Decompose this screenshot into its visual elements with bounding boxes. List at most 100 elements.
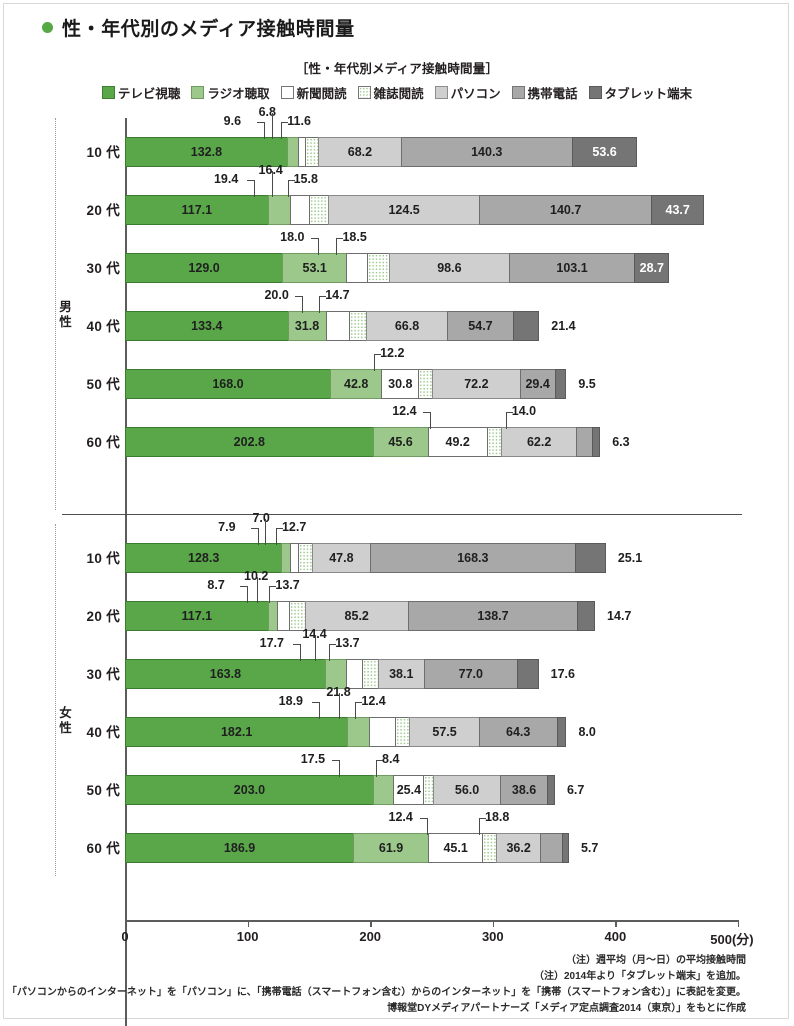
bar-segment-mobile[interactable]: 14.0 xyxy=(576,427,594,457)
segment-value: 62.2 xyxy=(526,435,552,449)
legend-label: テレビ視聴 xyxy=(117,87,181,101)
chart-row: 60 代202.845.649.212.462.214.06.36.312.41… xyxy=(0,404,794,464)
bar-segment-tv[interactable]: 202.8 xyxy=(125,427,374,457)
bar-segment-tv[interactable]: 186.9 xyxy=(125,833,355,863)
bar-segment-mobile[interactable]: 140.3 xyxy=(400,137,573,167)
group-label-female: 女性 xyxy=(57,706,75,736)
bar-segment-tablet[interactable]: 53.6 xyxy=(571,137,638,167)
bar-segment-mobile[interactable]: 103.1 xyxy=(508,253,636,283)
bar-segment-mag[interactable]: 15.8 xyxy=(309,195,329,225)
legend-label: 新聞閲読 xyxy=(296,87,347,101)
callout-leader-line xyxy=(376,760,384,777)
bar-segment-mobile[interactable]: 168.3 xyxy=(369,543,577,573)
bar-segment-news[interactable]: 49.2 xyxy=(427,427,488,457)
bar-segment-pc[interactable]: 36.2 xyxy=(496,833,541,863)
bar-segment-mobile[interactable]: 38.6 xyxy=(500,775,548,805)
legend-label: パソコン xyxy=(450,87,501,101)
bar-segment-mobile[interactable]: 64.3 xyxy=(478,717,558,747)
bar-segment-mobile[interactable]: 77.0 xyxy=(423,659,519,689)
callout-value-radio: 17.7 xyxy=(259,636,284,650)
bar-segment-mobile[interactable]: 18.8 xyxy=(539,833,563,863)
bar-segment-mag[interactable]: 11.6 xyxy=(304,137,320,167)
x-tick-mark xyxy=(615,920,617,927)
bar-segment-news[interactable]: 20.0 xyxy=(325,311,351,341)
bar-segment-tablet[interactable]: 8.0 xyxy=(556,717,567,747)
bar-segment-mag[interactable]: 12.7 xyxy=(297,543,314,573)
stacked-bar: 182.1 18.921.812.4 57.5 64.3 8.0 xyxy=(125,717,567,747)
bar-segment-tv[interactable]: 203.0 xyxy=(125,775,374,805)
footnote-line: 博報堂DYメディアパートナーズ「メディア定点調査2014（東京）」をもとに作成 xyxy=(387,1003,746,1014)
bar-segment-mag[interactable]: 14.7 xyxy=(349,311,368,341)
bar-segment-tablet[interactable]: 17.6 xyxy=(517,659,539,689)
bar-segment-tv[interactable]: 168.0 xyxy=(125,369,331,399)
bar-segment-tv[interactable]: 117.1 xyxy=(125,601,269,631)
group-label-char: 女 xyxy=(59,706,73,720)
bar-segment-pc[interactable]: 62.2 xyxy=(501,427,578,457)
bar-segment-mag[interactable]: 12.4 xyxy=(486,427,503,457)
bar-segment-pc[interactable]: 72.2 xyxy=(432,369,521,399)
bar-segment-pc[interactable]: 56.0 xyxy=(432,775,502,805)
bar-segment-radio[interactable]: 45.6 xyxy=(372,427,429,457)
bar-segment-pc[interactable]: 57.5 xyxy=(409,717,480,747)
bar-segment-news[interactable]: 21.8 xyxy=(369,717,397,747)
outside-value-tablet: 21.4 xyxy=(551,319,576,333)
bar-segment-radio[interactable]: 31.8 xyxy=(287,311,327,341)
bar-segment-radio[interactable]: 19.4 xyxy=(267,195,292,225)
bar-segment-news[interactable]: 16.4 xyxy=(290,195,311,225)
bar-segment-mobile[interactable]: 29.4 xyxy=(519,369,556,399)
bar-segment-radio[interactable]: 53.1 xyxy=(282,253,348,283)
bar-segment-mag[interactable]: 12.2 xyxy=(418,369,434,399)
bar-segment-mag[interactable]: 12.4 xyxy=(482,833,498,863)
bar-segment-mag[interactable]: 12.4 xyxy=(395,717,411,747)
x-axis-line xyxy=(125,920,738,922)
callout-value-news: 18.0 xyxy=(280,230,305,244)
x-tick-mark xyxy=(370,920,372,927)
bar-segment-mobile[interactable]: 54.7 xyxy=(446,311,514,341)
segment-value: 45.6 xyxy=(388,435,413,449)
bar-segment-news[interactable]: 30.8 xyxy=(381,369,420,399)
bar-segment-tv[interactable]: 182.1 xyxy=(125,717,349,747)
segment-value: 49.2 xyxy=(445,435,470,449)
page-title: 性・年代別のメディア接触時間量 xyxy=(42,14,355,41)
bar-segment-tv[interactable]: 133.4 xyxy=(125,311,289,341)
bar-segment-tv[interactable]: 129.0 xyxy=(125,253,284,283)
chart-caption: ［性・年代別メディア接触時間量］ xyxy=(295,62,499,76)
callout-leader-line xyxy=(315,635,317,661)
callout-leader-line xyxy=(319,296,327,313)
bar-segment-radio[interactable]: 18.9 xyxy=(347,717,371,747)
chart-row: 30 代129.053.118.018.598.6103.128.718.018… xyxy=(0,230,794,290)
bar-segment-tablet[interactable]: 25.1 xyxy=(575,543,606,573)
segment-value: 138.7 xyxy=(477,609,509,623)
bar-segment-pc[interactable]: 98.6 xyxy=(388,253,510,283)
bar-segment-pc[interactable]: 68.2 xyxy=(318,137,402,167)
bar-segment-tv[interactable]: 163.8 xyxy=(125,659,326,689)
bar-segment-tablet[interactable]: 6.3 xyxy=(592,427,601,457)
bar-segment-pc[interactable]: 124.5 xyxy=(327,195,481,225)
bar-segment-mag[interactable]: 18.5 xyxy=(367,253,390,283)
bar-segment-tablet[interactable]: 28.7 xyxy=(634,253,670,283)
bar-segment-news[interactable]: 45.1 xyxy=(428,833,484,863)
bar-segment-tablet[interactable]: 6.7 xyxy=(546,775,555,805)
bar-segment-radio[interactable]: 17.5 xyxy=(372,775,395,805)
bar-segment-pc[interactable]: 38.1 xyxy=(377,659,425,689)
outside-value-tablet: 17.6 xyxy=(550,667,575,681)
bar-segment-tv[interactable]: 117.1 xyxy=(125,195,269,225)
bar-segment-tablet[interactable]: 14.7 xyxy=(576,601,595,631)
bar-segment-tablet[interactable]: 5.7 xyxy=(561,833,569,863)
bar-segment-pc[interactable]: 66.8 xyxy=(366,311,448,341)
bar-segment-tablet[interactable]: 43.7 xyxy=(650,195,705,225)
legend-item-tv: テレビ視聴 xyxy=(101,83,181,102)
bar-segment-mobile[interactable]: 140.7 xyxy=(479,195,652,225)
segment-value: 98.6 xyxy=(437,261,462,275)
bar-segment-mobile[interactable]: 138.7 xyxy=(407,601,578,631)
bar-segment-tablet[interactable]: 21.4 xyxy=(513,311,540,341)
bar-segment-tablet[interactable]: 9.5 xyxy=(554,369,567,399)
segment-value: 42.8 xyxy=(344,377,369,391)
callout-leader-line xyxy=(295,296,304,313)
bar-segment-pc[interactable]: 47.8 xyxy=(312,543,371,573)
bar-segment-radio[interactable]: 42.8 xyxy=(329,369,383,399)
bar-segment-radio[interactable]: 61.9 xyxy=(353,833,429,863)
bar-segment-news[interactable]: 18.0 xyxy=(346,253,369,283)
bar-segment-news[interactable]: 25.4 xyxy=(393,775,425,805)
bar-segment-mag[interactable]: 13.7 xyxy=(362,659,379,689)
